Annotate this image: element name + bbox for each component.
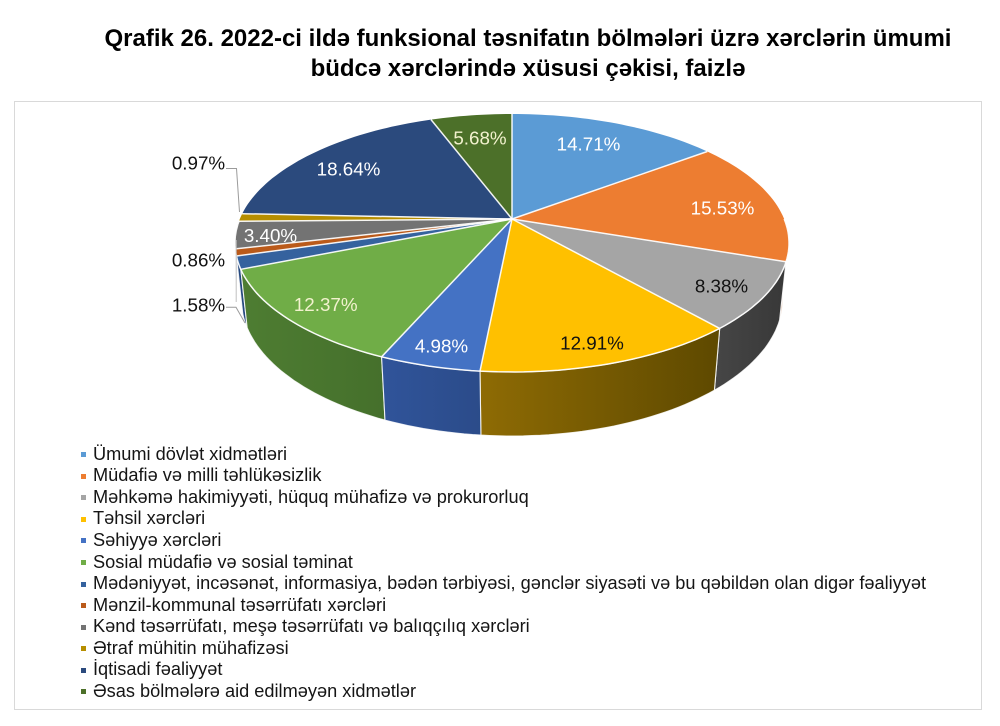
svg-text:0.86%: 0.86% xyxy=(172,250,226,271)
svg-text:12.91%: 12.91% xyxy=(560,333,624,354)
svg-text:12.37%: 12.37% xyxy=(294,294,358,315)
svg-text:0.97%: 0.97% xyxy=(172,153,226,174)
svg-text:1.58%: 1.58% xyxy=(172,295,226,316)
svg-text:3.40%: 3.40% xyxy=(244,225,298,246)
svg-text:15.53%: 15.53% xyxy=(691,198,755,219)
svg-text:5.68%: 5.68% xyxy=(453,128,507,149)
svg-text:18.64%: 18.64% xyxy=(317,159,381,180)
svg-text:8.38%: 8.38% xyxy=(695,276,749,297)
svg-text:4.98%: 4.98% xyxy=(415,336,469,357)
svg-text:14.71%: 14.71% xyxy=(557,134,621,155)
